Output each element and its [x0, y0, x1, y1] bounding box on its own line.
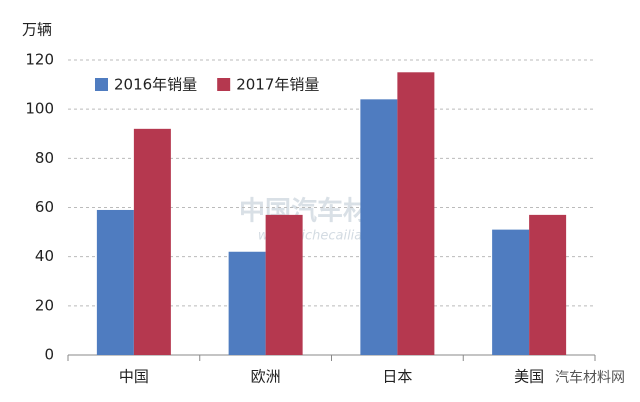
legend-swatch — [217, 78, 231, 91]
x-tick-label: 日本 — [382, 368, 412, 386]
bar — [133, 128, 171, 355]
y-tick-label: 0 — [44, 346, 54, 364]
bar — [360, 99, 398, 355]
x-tick-label: 美国 — [514, 368, 544, 386]
bar — [96, 209, 134, 355]
y-tick-label: 80 — [35, 149, 54, 167]
bar — [397, 72, 435, 356]
bar — [529, 214, 567, 355]
y-tick-label: 60 — [35, 198, 54, 216]
source-mark: 汽车材料网 — [555, 369, 625, 386]
bar — [492, 229, 530, 355]
legend-label: 2017年销量 — [236, 76, 319, 94]
bar — [265, 214, 303, 355]
x-tick-label: 欧洲 — [251, 368, 281, 386]
legend-label: 2016年销量 — [114, 76, 197, 94]
x-tick-label: 中国 — [119, 368, 149, 386]
y-tick-label: 20 — [35, 296, 54, 314]
legend-swatch — [95, 78, 108, 91]
y-tick-label: 40 — [35, 247, 54, 265]
y-axis-label: 万辆 — [22, 21, 52, 39]
y-tick-label: 100 — [25, 100, 54, 118]
bar — [228, 251, 266, 355]
y-tick-label: 120 — [25, 51, 54, 69]
